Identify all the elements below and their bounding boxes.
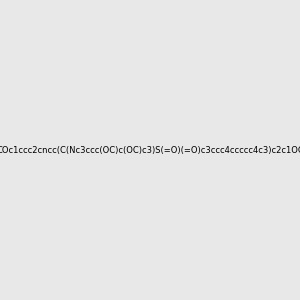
Text: COc1ccc2cncc(C(Nc3ccc(OC)c(OC)c3)S(=O)(=O)c3ccc4ccccc4c3)c2c1OC: COc1ccc2cncc(C(Nc3ccc(OC)c(OC)c3)S(=O)(=… [0, 146, 300, 154]
